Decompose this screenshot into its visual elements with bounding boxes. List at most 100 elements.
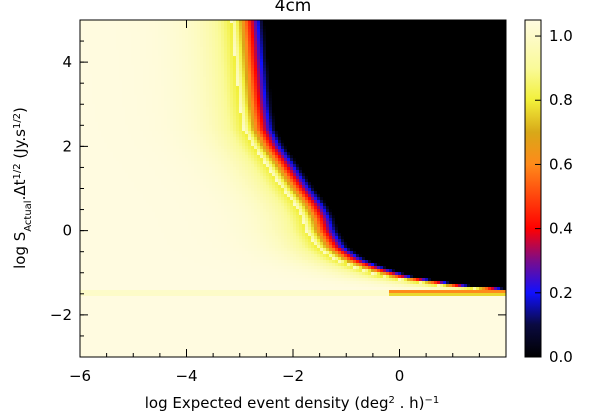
heatmap-cell — [197, 71, 201, 75]
heatmap-cell — [221, 71, 225, 75]
heatmap-cell — [149, 92, 153, 96]
heatmap-cell — [83, 83, 87, 87]
heatmap-cell — [134, 113, 138, 117]
heatmap-cell — [206, 77, 210, 81]
heatmap-cell — [452, 116, 456, 120]
heatmap-cell — [452, 35, 456, 39]
heatmap-cell — [383, 35, 387, 39]
heatmap-cell — [119, 86, 123, 90]
heatmap-cell — [275, 71, 279, 75]
heatmap-cell — [374, 35, 378, 39]
heatmap-cell — [416, 26, 420, 30]
heatmap-cell — [287, 62, 291, 66]
heatmap-cell — [224, 59, 228, 63]
heatmap-cell — [494, 89, 498, 93]
heatmap-cell — [95, 116, 99, 120]
heatmap-cell — [350, 77, 354, 81]
heatmap-cell — [110, 26, 114, 30]
heatmap-cell — [185, 101, 189, 105]
heatmap-cell — [332, 68, 336, 72]
heatmap-cell — [410, 101, 414, 105]
heatmap-cell — [284, 104, 288, 108]
heatmap-cell — [185, 44, 189, 48]
heatmap-cell — [101, 53, 105, 57]
heatmap-cell — [254, 50, 258, 54]
heatmap-cell — [419, 80, 423, 84]
heatmap-cell — [248, 56, 252, 60]
heatmap-cell — [395, 23, 399, 27]
heatmap-cell — [452, 47, 456, 51]
heatmap-cell — [218, 35, 222, 39]
heatmap-cell — [278, 110, 282, 114]
heatmap-cell — [443, 80, 447, 84]
heatmap-cell — [131, 116, 135, 120]
heatmap-cell — [203, 98, 207, 102]
heatmap-cell — [272, 35, 276, 39]
heatmap-cell — [236, 26, 240, 30]
heatmap-cell — [359, 92, 363, 96]
heatmap-cell — [374, 59, 378, 63]
heatmap-cell — [131, 65, 135, 69]
heatmap-cell — [185, 122, 189, 126]
heatmap-cell — [476, 56, 480, 60]
heatmap-cell — [257, 119, 261, 123]
heatmap-cell — [386, 44, 390, 48]
heatmap-cell — [371, 77, 375, 81]
heatmap-cell — [425, 80, 429, 84]
heatmap-cell — [482, 35, 486, 39]
heatmap-cell — [302, 71, 306, 75]
heatmap-cell — [470, 74, 474, 78]
heatmap-cell — [320, 77, 324, 81]
heatmap-cell — [383, 20, 387, 24]
heatmap-cell — [329, 35, 333, 39]
heatmap-cell — [416, 47, 420, 51]
heatmap-cell — [416, 104, 420, 108]
heatmap-cell — [221, 56, 225, 60]
heatmap-cell — [245, 92, 249, 96]
heatmap-cell — [458, 38, 462, 42]
heatmap-cell — [80, 41, 84, 45]
heatmap-cell — [200, 68, 204, 72]
heatmap-cell — [344, 59, 348, 63]
heatmap-cell — [266, 95, 270, 99]
heatmap-cell — [110, 101, 114, 105]
heatmap-cell — [134, 71, 138, 75]
heatmap-cell — [104, 86, 108, 90]
heatmap-cell — [200, 122, 204, 126]
heatmap-cell — [182, 38, 186, 42]
heatmap-cell — [395, 41, 399, 45]
heatmap-cell — [341, 59, 345, 63]
heatmap-cell — [365, 44, 369, 48]
heatmap-cell — [353, 23, 357, 27]
heatmap-cell — [338, 41, 342, 45]
heatmap-cell — [392, 44, 396, 48]
heatmap-cell — [470, 113, 474, 117]
heatmap-cell — [467, 116, 471, 120]
heatmap-cell — [353, 68, 357, 72]
heatmap-cell — [233, 59, 237, 63]
heatmap-cell — [419, 29, 423, 33]
heatmap-cell — [134, 50, 138, 54]
heatmap-cell — [203, 68, 207, 72]
heatmap-cell — [422, 116, 426, 120]
heatmap-cell — [497, 116, 501, 120]
heatmap-cell — [266, 41, 270, 45]
heatmap-cell — [308, 74, 312, 78]
heatmap-cell — [323, 74, 327, 78]
heatmap-cell — [353, 29, 357, 33]
heatmap-cell — [98, 20, 102, 24]
heatmap-cell — [335, 29, 339, 33]
heatmap-cell — [119, 35, 123, 39]
heatmap-cell — [479, 122, 483, 126]
heatmap-cell — [395, 86, 399, 90]
heatmap-cell — [212, 77, 216, 81]
heatmap-cell — [119, 104, 123, 108]
heatmap-cell — [338, 119, 342, 123]
heatmap-cell — [491, 62, 495, 66]
heatmap-cell — [92, 89, 96, 93]
heatmap-cell — [413, 38, 417, 42]
heatmap-cell — [476, 26, 480, 30]
heatmap-cell — [494, 38, 498, 42]
heatmap-cell — [170, 62, 174, 66]
heatmap-cell — [374, 74, 378, 78]
